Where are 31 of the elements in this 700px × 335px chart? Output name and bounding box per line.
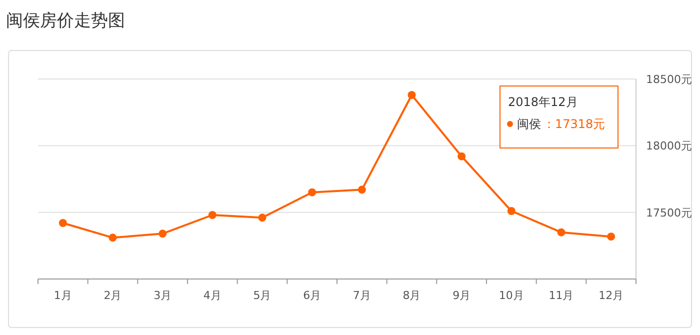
y-tick-label: 17500元	[646, 206, 692, 220]
x-tick-label: 1月	[54, 289, 72, 302]
point	[158, 230, 167, 238]
x-tick-label: 2月	[104, 289, 122, 302]
point	[458, 152, 466, 160]
y-tick-label: 18000元	[646, 140, 692, 153]
x-tick-label: 5月	[253, 289, 272, 302]
point	[258, 214, 266, 222]
annotation: 2018年12月	[508, 95, 578, 109]
x-tick-label: 6月	[303, 289, 322, 302]
legend-label: 闽侯	[517, 117, 541, 131]
x-tick-label: 4月	[203, 289, 222, 302]
point	[557, 228, 566, 236]
x-tick-label: 12月	[598, 289, 624, 302]
chart-title: 闽侯房价走势图	[6, 11, 125, 31]
x-tick-label: 11月	[548, 289, 574, 302]
x-tick-label: 9月	[452, 289, 471, 302]
x-tick-label: 7月	[352, 289, 371, 302]
x-tick-label: 3月	[154, 289, 172, 302]
y-tick-label: 18500元	[646, 73, 692, 86]
point	[358, 186, 366, 194]
point	[507, 207, 516, 215]
annotation: ：17318元	[543, 117, 606, 131]
point	[108, 234, 117, 242]
point	[308, 188, 316, 196]
x-tick-label: 8月	[402, 289, 421, 302]
x-tick-label: 10月	[498, 289, 524, 302]
point	[58, 219, 67, 227]
point	[607, 232, 616, 241]
point	[408, 91, 416, 99]
point	[208, 211, 216, 219]
